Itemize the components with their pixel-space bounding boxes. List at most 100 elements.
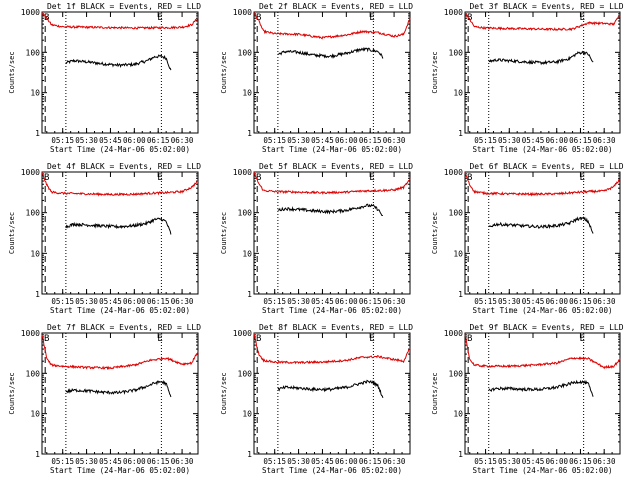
- x-tick-label: 06:30: [383, 297, 406, 306]
- x-tick-label: 06:15: [359, 136, 382, 145]
- y-tick-label: 10: [242, 249, 252, 258]
- events-series-line: [277, 379, 384, 399]
- lld-series-line: [464, 12, 621, 32]
- x-tick-label: 06:30: [171, 297, 194, 306]
- end-marker-label: E: [157, 334, 162, 344]
- x-tick-label: 06:15: [147, 297, 170, 306]
- y-tick-label: 10: [30, 249, 40, 258]
- x-tick-label: 06:30: [593, 136, 616, 145]
- x-tick-label: 05:45: [522, 457, 545, 466]
- events-series-line: [277, 203, 383, 217]
- x-tick-label: 06:30: [593, 457, 616, 466]
- lld-series-line: [253, 12, 411, 40]
- events-series-line: [488, 50, 594, 66]
- x-tick-label: 05:30: [75, 457, 98, 466]
- y-tick-label: 100: [238, 369, 253, 378]
- y-tick-label: 10: [242, 89, 252, 98]
- x-tick-label: 06:15: [147, 136, 170, 145]
- x-tick-label: 06:00: [335, 297, 358, 306]
- lld-series-line: [464, 172, 621, 197]
- plot-frame: [253, 171, 411, 295]
- x-tick-label: 05:15: [51, 297, 74, 306]
- y-tick-label: 10: [30, 89, 40, 98]
- plot-frame: [41, 171, 199, 295]
- chart-title: Det 5f BLACK = Events, RED = LLD: [259, 162, 413, 171]
- plot-frame: [464, 332, 621, 455]
- start-marker-label: B: [256, 173, 261, 183]
- y-tick-label: 10: [453, 410, 463, 419]
- x-axis-title: Start Time (24-Mar-06 05:02:00): [473, 466, 613, 475]
- y-tick-label: 1000: [444, 168, 463, 177]
- y-axis-title: Counts/sec: [8, 372, 16, 414]
- x-tick-label: 06:30: [171, 457, 194, 466]
- events-series-line: [65, 54, 172, 71]
- y-tick-label: 100: [26, 369, 41, 378]
- end-marker-label: E: [369, 173, 374, 183]
- y-tick-label: 1000: [444, 8, 463, 17]
- chart-panel-3: Det 3f BLACK = Events, RED = LLD 1 10 100 10…: [431, 2, 624, 154]
- x-tick-label: 05:30: [287, 457, 310, 466]
- x-axis-title: Start Time (24-Mar-06 05:02:00): [50, 306, 190, 315]
- x-tick-label: 06:15: [569, 297, 592, 306]
- y-axis-title: Counts/sec: [431, 212, 439, 254]
- x-tick-label: 05:30: [287, 297, 310, 306]
- y-axis-title: Counts/sec: [220, 51, 228, 93]
- x-tick-label: 06:30: [383, 457, 406, 466]
- y-tick-label: 1: [247, 129, 252, 138]
- x-tick-label: 06:00: [545, 136, 568, 145]
- y-tick-label: 1000: [21, 168, 40, 177]
- x-axis-title: Start Time (24-Mar-06 05:02:00): [262, 145, 402, 154]
- start-marker-label: B: [44, 334, 49, 344]
- chart-panel-7: Det 7f BLACK = Events, RED = LLD 1 10 100 10…: [8, 323, 201, 475]
- start-marker-label: B: [256, 334, 261, 344]
- y-tick-label: 100: [449, 369, 464, 378]
- end-marker-label: E: [157, 173, 162, 183]
- chart-panel-2: Det 2f BLACK = Events, RED = LLD 1 10 100 10…: [220, 2, 413, 154]
- plot-frame: [464, 171, 621, 295]
- y-tick-label: 1: [35, 129, 40, 138]
- x-axis-title: Start Time (24-Mar-06 05:02:00): [50, 466, 190, 475]
- x-axis-title: Start Time (24-Mar-06 05:02:00): [50, 145, 190, 154]
- x-tick-label: 05:15: [474, 297, 497, 306]
- x-tick-label: 05:45: [311, 136, 334, 145]
- x-tick-label: 05:30: [75, 136, 98, 145]
- x-tick-label: 06:00: [123, 297, 146, 306]
- chart-title: Det 8f BLACK = Events, RED = LLD: [259, 323, 413, 332]
- x-tick-label: 06:30: [593, 297, 616, 306]
- y-tick-label: 1: [247, 450, 252, 459]
- x-tick-label: 05:15: [263, 297, 286, 306]
- x-axis-title: Start Time (24-Mar-06 05:02:00): [262, 306, 402, 315]
- x-tick-label: 05:15: [263, 457, 286, 466]
- plot-frame: [464, 11, 621, 134]
- chart-title: Det 7f BLACK = Events, RED = LLD: [47, 323, 201, 332]
- x-tick-label: 05:15: [474, 136, 497, 145]
- start-marker-label: B: [44, 173, 49, 183]
- x-axis-title: Start Time (24-Mar-06 05:02:00): [473, 145, 613, 154]
- x-tick-label: 05:30: [498, 457, 521, 466]
- x-axis-title: Start Time (24-Mar-06 05:02:00): [262, 466, 402, 475]
- chart-title: Det 3f BLACK = Events, RED = LLD: [469, 2, 623, 11]
- end-marker-label: E: [157, 13, 162, 23]
- x-tick-label: 06:00: [123, 136, 146, 145]
- lld-series-line: [464, 334, 621, 370]
- y-axis-title: Counts/sec: [431, 372, 439, 414]
- x-tick-label: 05:45: [99, 136, 122, 145]
- y-tick-label: 100: [26, 209, 41, 218]
- y-tick-label: 1: [35, 450, 40, 459]
- x-tick-label: 06:15: [147, 457, 170, 466]
- y-tick-label: 1: [458, 450, 463, 459]
- x-tick-label: 06:00: [335, 457, 358, 466]
- y-tick-label: 1: [247, 290, 252, 299]
- events-series-line: [65, 217, 172, 235]
- y-tick-label: 1: [458, 129, 463, 138]
- chart-title: Det 9f BLACK = Events, RED = LLD: [469, 323, 623, 332]
- lld-series-line: [253, 333, 411, 365]
- chart-panel-5: Det 5f BLACK = Events, RED = LLD 1 10 100 10…: [220, 162, 413, 315]
- y-axis-title: Counts/sec: [8, 212, 16, 254]
- plot-frame: [253, 332, 411, 455]
- y-tick-label: 1000: [233, 329, 252, 338]
- x-tick-label: 06:30: [383, 136, 406, 145]
- y-tick-label: 1: [35, 290, 40, 299]
- x-tick-label: 06:15: [359, 297, 382, 306]
- y-axis-title: Counts/sec: [8, 51, 16, 93]
